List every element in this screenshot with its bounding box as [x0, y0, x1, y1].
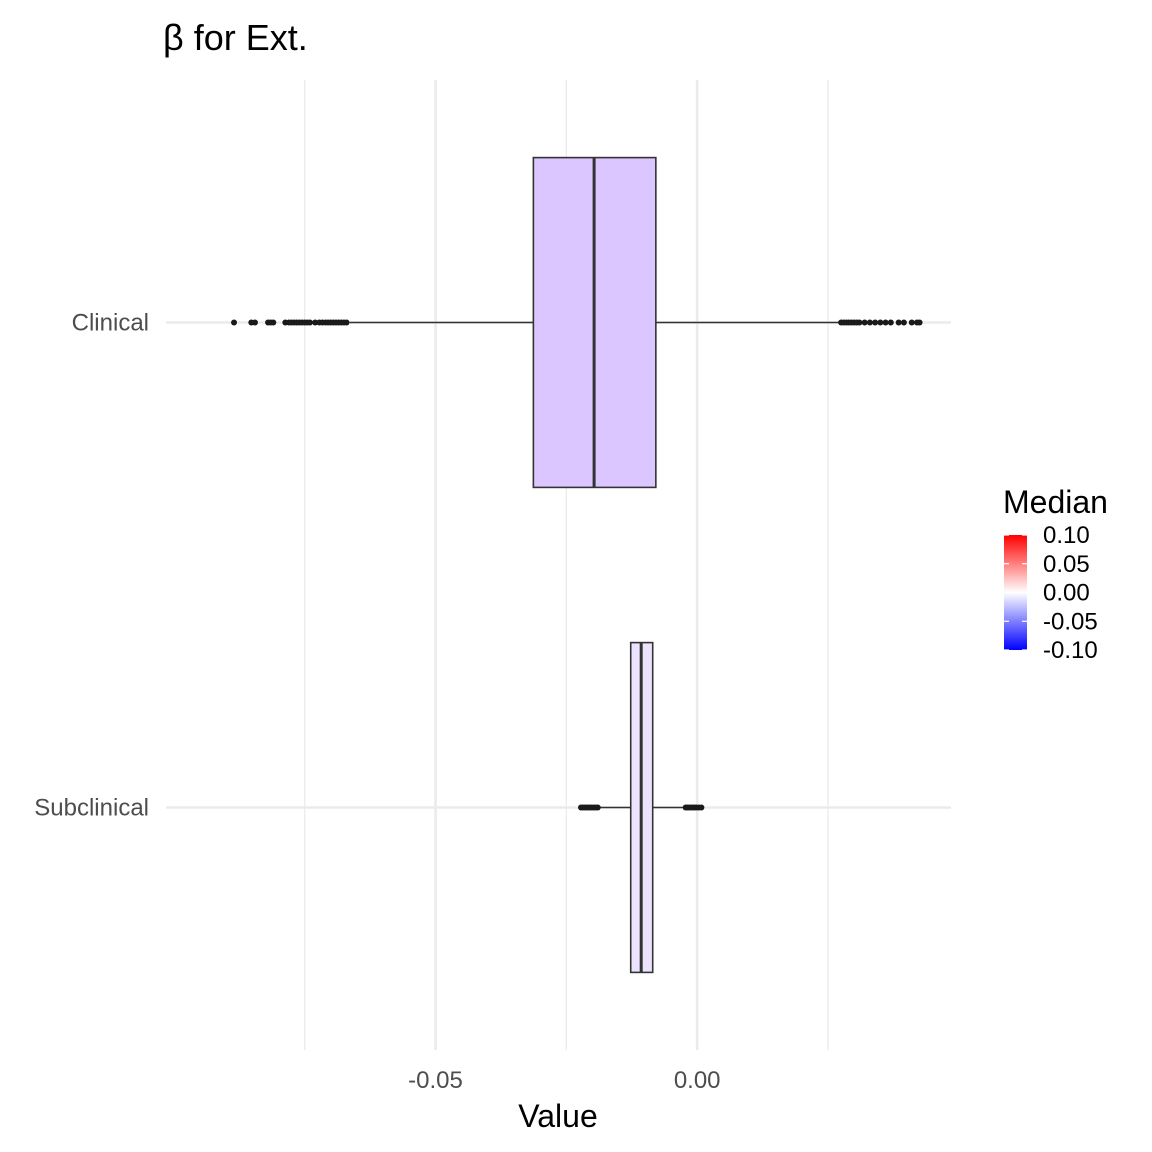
legend-label: 0.10: [1043, 522, 1090, 549]
box-layer: [231, 156, 923, 974]
outlier-point: [856, 319, 863, 326]
legend-colorbar: [1004, 535, 1027, 650]
x-tick-label: -0.05: [408, 1067, 463, 1094]
legend-labels: 0.100.050.00-0.05-0.10: [1004, 522, 1098, 664]
outlier-point: [916, 319, 923, 326]
x-axis-ticks: -0.05 0.00: [408, 1067, 720, 1094]
x-axis-title: Value: [518, 1098, 597, 1134]
outlier-point: [312, 319, 319, 326]
outlier-point: [895, 319, 902, 326]
outlier-point: [882, 319, 889, 326]
legend-label: -0.10: [1043, 637, 1098, 664]
outlier-point: [866, 319, 873, 326]
legend-label: -0.05: [1043, 608, 1098, 635]
outlier-point: [231, 319, 238, 326]
y-axis-ticks: Clinical Subclinical: [34, 310, 149, 822]
legend: Median 0.100.050.00-0.05-0.10: [1003, 484, 1108, 664]
outlier-point: [900, 319, 907, 326]
outlier-point: [872, 319, 879, 326]
y-tick-label: Clinical: [72, 310, 149, 337]
legend-label: 0.00: [1043, 580, 1090, 607]
legend-label: 0.05: [1043, 551, 1090, 578]
outlier-point: [251, 319, 258, 326]
legend-title: Median: [1003, 484, 1108, 520]
outlier-point: [861, 319, 868, 326]
outlier-point: [698, 804, 705, 811]
outlier-point: [343, 319, 350, 326]
outlier-point: [270, 319, 277, 326]
outlier-point: [877, 319, 884, 326]
x-tick-label: 0.00: [674, 1067, 721, 1094]
outlier-point: [887, 319, 894, 326]
outlier-point: [594, 804, 601, 811]
chart-title: β for Ext.: [163, 17, 308, 58]
outlier-point: [306, 319, 313, 326]
y-tick-label: Subclinical: [34, 795, 149, 822]
outlier-point: [908, 319, 915, 326]
